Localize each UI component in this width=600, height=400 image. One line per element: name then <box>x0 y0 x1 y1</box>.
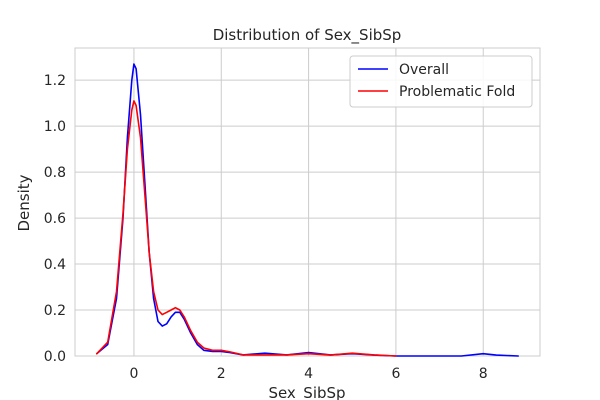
x-tick-label: 4 <box>304 366 313 382</box>
y-axis-label: Density <box>15 174 33 231</box>
chart-title: Distribution of Sex_SibSp <box>213 26 402 45</box>
series-line-1 <box>96 100 397 357</box>
series-lines <box>96 63 519 357</box>
x-tick-label: 8 <box>479 366 488 382</box>
y-tick-label: 0.8 <box>44 165 66 181</box>
x-tick-label: 2 <box>217 366 226 382</box>
legend: Overall Problematic Fold <box>349 55 533 108</box>
y-tick-labels: 0.0 0.2 0.4 0.6 0.8 1.0 1.2 <box>44 73 66 365</box>
y-tick-label: 0.2 <box>44 303 66 319</box>
y-tick-label: 0.6 <box>44 211 66 227</box>
legend-items: Overall Problematic Fold <box>358 62 515 100</box>
x-tick-labels: 0 2 4 6 8 <box>129 366 487 382</box>
y-tick-label: 1.0 <box>44 119 66 135</box>
y-tick-label: 1.2 <box>44 73 66 89</box>
x-axis-label: Sex_SibSp <box>268 384 345 400</box>
y-tick-label: 0.4 <box>44 257 66 273</box>
x-tick-label: 6 <box>391 366 400 382</box>
plot-area <box>74 47 541 357</box>
y-tick-label: 0.0 <box>44 349 66 365</box>
x-tick-label: 0 <box>129 366 138 382</box>
legend-label-1: Problematic Fold <box>399 84 515 100</box>
legend-box <box>349 55 533 108</box>
legend-label-0: Overall <box>399 62 449 78</box>
